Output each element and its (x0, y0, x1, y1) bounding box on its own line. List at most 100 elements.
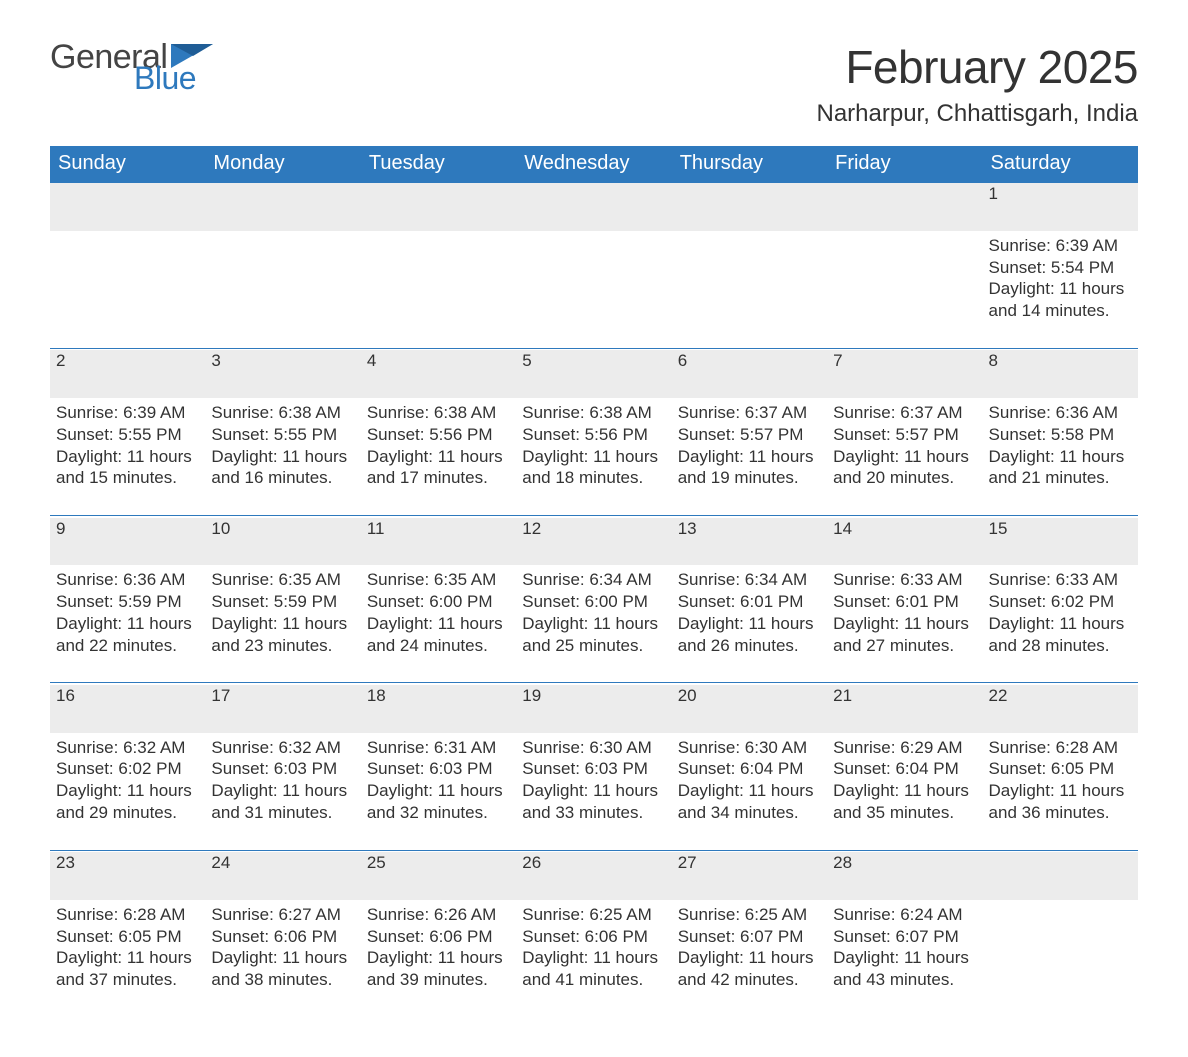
sunrise-text: Sunrise: 6:30 AM (678, 737, 821, 759)
day-number: 13 (672, 518, 827, 566)
week-row: Sunrise: 6:36 AMSunset: 5:59 PMDaylight:… (50, 565, 1138, 683)
day-number: 12 (516, 518, 671, 566)
daynum-row: 9101112131415 (50, 518, 1138, 566)
daylight-text: Daylight: 11 hours and 24 minutes. (367, 613, 510, 657)
weekday-header: Sunday (50, 146, 205, 183)
sunset-text: Sunset: 6:02 PM (989, 591, 1132, 613)
sunset-text: Sunset: 5:57 PM (678, 424, 821, 446)
calendar-body: 1 Sunrise: 6:39 AMSunset: 5:54 PMDayligh… (50, 183, 1138, 1017)
daynum-row: 16171819202122 (50, 685, 1138, 733)
day-cell: Sunrise: 6:30 AMSunset: 6:03 PMDaylight:… (516, 733, 671, 851)
day-cell: Sunrise: 6:34 AMSunset: 6:00 PMDaylight:… (516, 565, 671, 683)
sunset-text: Sunset: 6:06 PM (367, 926, 510, 948)
daylight-text: Daylight: 11 hours and 34 minutes. (678, 780, 821, 824)
daynum-row: 1 (50, 183, 1138, 231)
week-row: Sunrise: 6:39 AMSunset: 5:54 PMDaylight:… (50, 231, 1138, 349)
sunrise-text: Sunrise: 6:32 AM (56, 737, 199, 759)
daynum-row: 232425262728 (50, 852, 1138, 900)
daylight-text: Daylight: 11 hours and 42 minutes. (678, 947, 821, 991)
weekday-header: Friday (827, 146, 982, 183)
day-number: 18 (361, 685, 516, 733)
daylight-text: Daylight: 11 hours and 29 minutes. (56, 780, 199, 824)
day-cell: Sunrise: 6:38 AMSunset: 5:56 PMDaylight:… (516, 398, 671, 516)
sunrise-text: Sunrise: 6:36 AM (56, 569, 199, 591)
daylight-text: Daylight: 11 hours and 28 minutes. (989, 613, 1132, 657)
sunset-text: Sunset: 6:01 PM (678, 591, 821, 613)
day-number: 21 (827, 685, 982, 733)
day-number: 1 (983, 183, 1138, 231)
sunset-text: Sunset: 6:00 PM (522, 591, 665, 613)
daylight-text: Daylight: 11 hours and 26 minutes. (678, 613, 821, 657)
day-cell: Sunrise: 6:38 AMSunset: 5:55 PMDaylight:… (205, 398, 360, 516)
sunrise-text: Sunrise: 6:32 AM (211, 737, 354, 759)
calendar-table: Sunday Monday Tuesday Wednesday Thursday… (50, 146, 1138, 1017)
daylight-text: Daylight: 11 hours and 43 minutes. (833, 947, 976, 991)
sunrise-text: Sunrise: 6:34 AM (522, 569, 665, 591)
day-number: 15 (983, 518, 1138, 566)
sunset-text: Sunset: 5:55 PM (56, 424, 199, 446)
daylight-text: Daylight: 11 hours and 35 minutes. (833, 780, 976, 824)
day-cell (983, 900, 1138, 1017)
sunrise-text: Sunrise: 6:33 AM (833, 569, 976, 591)
day-cell (361, 231, 516, 349)
sunrise-text: Sunrise: 6:25 AM (522, 904, 665, 926)
day-cell: Sunrise: 6:34 AMSunset: 6:01 PMDaylight:… (672, 565, 827, 683)
day-number: 2 (50, 350, 205, 398)
week-row: Sunrise: 6:32 AMSunset: 6:02 PMDaylight:… (50, 733, 1138, 851)
sunset-text: Sunset: 5:56 PM (367, 424, 510, 446)
daylight-text: Daylight: 11 hours and 15 minutes. (56, 446, 199, 490)
day-cell: Sunrise: 6:37 AMSunset: 5:57 PMDaylight:… (827, 398, 982, 516)
day-cell (827, 231, 982, 349)
sunset-text: Sunset: 6:03 PM (522, 758, 665, 780)
daylight-text: Daylight: 11 hours and 23 minutes. (211, 613, 354, 657)
weekday-header: Wednesday (516, 146, 671, 183)
location: Narharpur, Chhattisgarh, India (816, 100, 1138, 128)
day-number: 22 (983, 685, 1138, 733)
day-number: 4 (361, 350, 516, 398)
day-number: 16 (50, 685, 205, 733)
sunset-text: Sunset: 5:59 PM (211, 591, 354, 613)
weekday-header: Thursday (672, 146, 827, 183)
month-title: February 2025 (816, 40, 1138, 94)
day-number: 3 (205, 350, 360, 398)
daylight-text: Daylight: 11 hours and 20 minutes. (833, 446, 976, 490)
title-block: February 2025 Narharpur, Chhattisgarh, I… (816, 40, 1138, 128)
day-number (50, 183, 205, 231)
day-cell: Sunrise: 6:33 AMSunset: 6:01 PMDaylight:… (827, 565, 982, 683)
logo: General Blue (50, 40, 215, 94)
day-cell: Sunrise: 6:30 AMSunset: 6:04 PMDaylight:… (672, 733, 827, 851)
sunrise-text: Sunrise: 6:36 AM (989, 402, 1132, 424)
day-cell (50, 231, 205, 349)
day-number (827, 183, 982, 231)
day-number: 19 (516, 685, 671, 733)
day-cell: Sunrise: 6:39 AMSunset: 5:55 PMDaylight:… (50, 398, 205, 516)
daylight-text: Daylight: 11 hours and 31 minutes. (211, 780, 354, 824)
day-cell: Sunrise: 6:36 AMSunset: 5:58 PMDaylight:… (983, 398, 1138, 516)
daylight-text: Daylight: 11 hours and 41 minutes. (522, 947, 665, 991)
day-cell: Sunrise: 6:29 AMSunset: 6:04 PMDaylight:… (827, 733, 982, 851)
daylight-text: Daylight: 11 hours and 39 minutes. (367, 947, 510, 991)
sunset-text: Sunset: 5:58 PM (989, 424, 1132, 446)
day-number: 20 (672, 685, 827, 733)
sunset-text: Sunset: 5:55 PM (211, 424, 354, 446)
day-cell: Sunrise: 6:33 AMSunset: 6:02 PMDaylight:… (983, 565, 1138, 683)
sunset-text: Sunset: 6:01 PM (833, 591, 976, 613)
weekday-header: Tuesday (361, 146, 516, 183)
day-cell: Sunrise: 6:25 AMSunset: 6:06 PMDaylight:… (516, 900, 671, 1017)
daylight-text: Daylight: 11 hours and 14 minutes. (989, 278, 1132, 322)
day-cell: Sunrise: 6:35 AMSunset: 6:00 PMDaylight:… (361, 565, 516, 683)
day-number (516, 183, 671, 231)
day-number (672, 183, 827, 231)
day-cell: Sunrise: 6:36 AMSunset: 5:59 PMDaylight:… (50, 565, 205, 683)
day-cell: Sunrise: 6:27 AMSunset: 6:06 PMDaylight:… (205, 900, 360, 1017)
sunset-text: Sunset: 6:06 PM (522, 926, 665, 948)
daylight-text: Daylight: 11 hours and 33 minutes. (522, 780, 665, 824)
weekday-header-row: Sunday Monday Tuesday Wednesday Thursday… (50, 146, 1138, 183)
sunset-text: Sunset: 6:04 PM (833, 758, 976, 780)
daylight-text: Daylight: 11 hours and 18 minutes. (522, 446, 665, 490)
daylight-text: Daylight: 11 hours and 38 minutes. (211, 947, 354, 991)
sunrise-text: Sunrise: 6:25 AM (678, 904, 821, 926)
sunrise-text: Sunrise: 6:33 AM (989, 569, 1132, 591)
sunrise-text: Sunrise: 6:39 AM (56, 402, 199, 424)
sunrise-text: Sunrise: 6:28 AM (56, 904, 199, 926)
